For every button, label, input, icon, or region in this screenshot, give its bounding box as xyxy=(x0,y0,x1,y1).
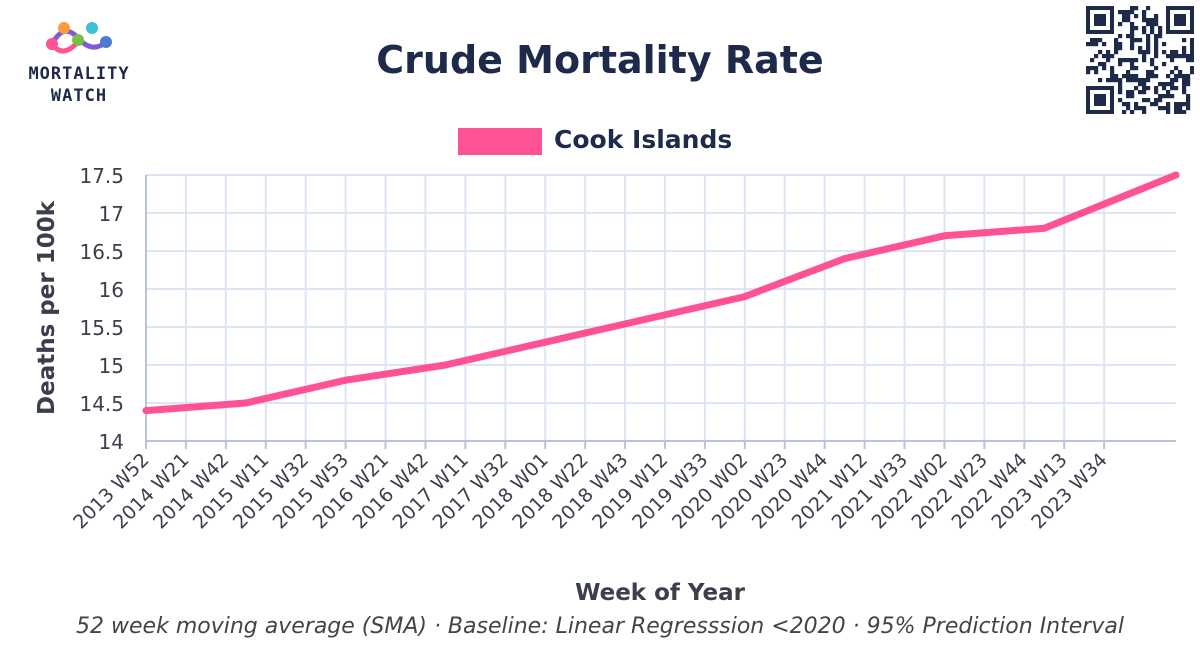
data-point xyxy=(741,293,749,301)
data-point xyxy=(142,407,150,415)
data-point xyxy=(541,338,549,346)
data-point xyxy=(242,399,250,407)
data-point xyxy=(1040,224,1048,232)
y-tick-label: 16 xyxy=(99,278,124,302)
y-tick-label: 14 xyxy=(99,430,124,454)
logo-text-line1: MORTALITY xyxy=(28,64,130,84)
y-tick-label: 17.5 xyxy=(79,164,124,188)
y-axis-title: Deaths per 100k xyxy=(34,200,60,415)
data-point xyxy=(1172,171,1180,179)
logo-graphic xyxy=(46,22,112,54)
x-axis-title: Week of Year xyxy=(575,580,746,606)
chart-title: Crude Mortality Rate xyxy=(376,38,824,82)
y-tick-label: 14.5 xyxy=(79,392,124,416)
qr-code-icon[interactable] xyxy=(1086,6,1194,114)
data-point xyxy=(441,361,449,369)
y-tick-label: 16.5 xyxy=(79,240,124,264)
y-tick-label: 15 xyxy=(99,354,124,378)
chart-subtitle: 52 week moving average (SMA) · Baseline:… xyxy=(76,614,1124,639)
data-point xyxy=(342,376,350,384)
logo-text-line2: WATCH xyxy=(50,86,108,106)
y-tick-label: 17 xyxy=(99,202,124,226)
series-line xyxy=(142,171,1180,415)
data-point xyxy=(641,315,649,323)
legend-label: Cook Islands xyxy=(554,125,733,154)
mortality-watch-logo[interactable]: MORTALITY WATCH xyxy=(14,18,144,114)
legend-swatch xyxy=(458,128,542,155)
data-point xyxy=(841,255,849,263)
y-tick-label: 15.5 xyxy=(79,316,124,340)
data-point xyxy=(940,232,948,240)
